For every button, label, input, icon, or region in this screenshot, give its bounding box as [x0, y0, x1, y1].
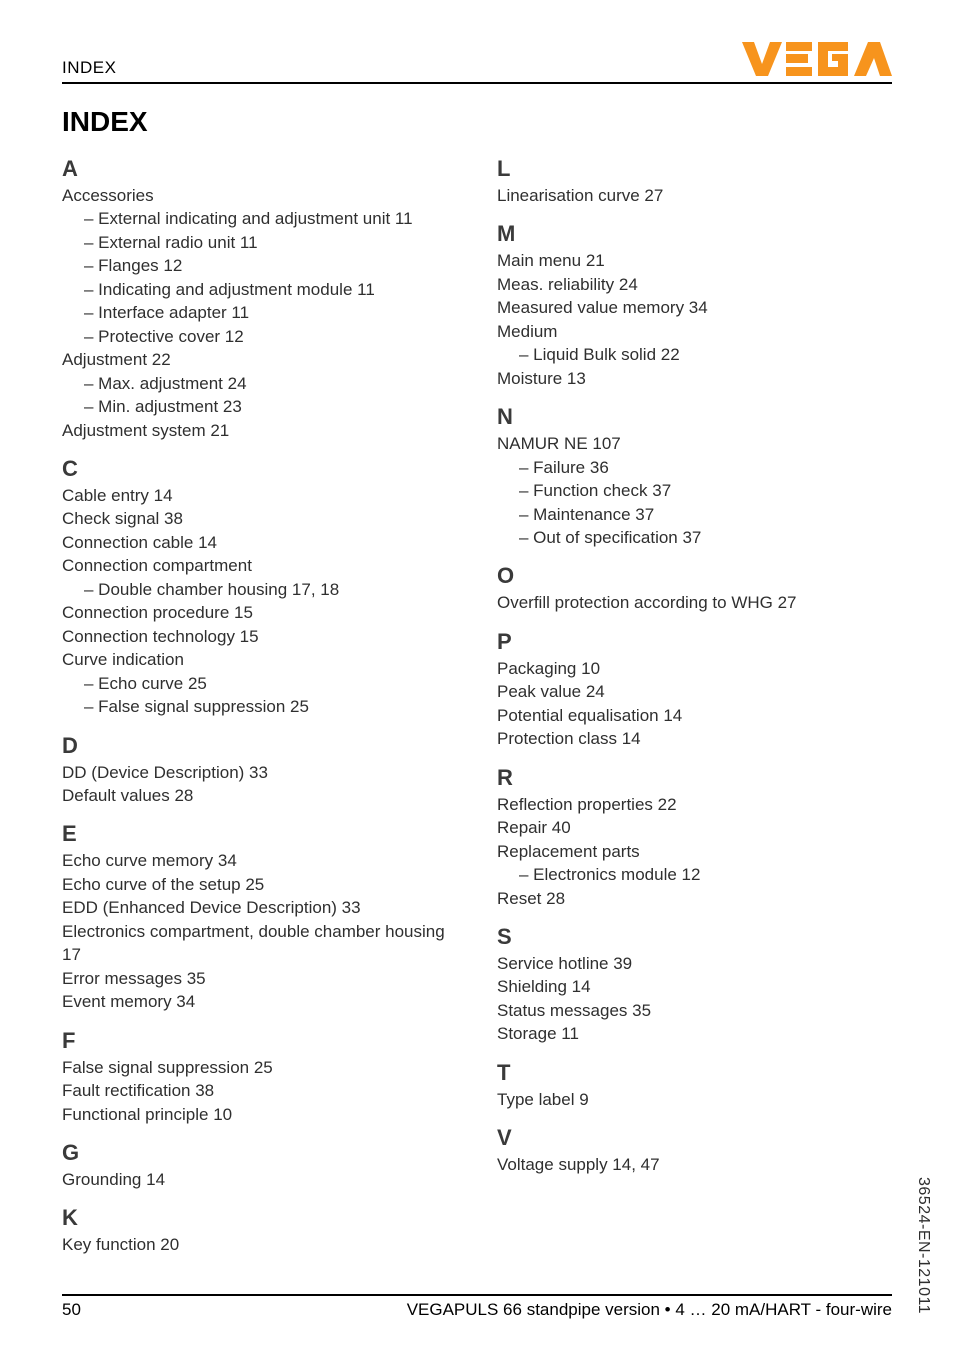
index-letter: R [497, 765, 892, 791]
index-entry: Repair 40 [497, 816, 892, 839]
index-entry: Moisture 13 [497, 367, 892, 390]
index-entry: Protection class 14 [497, 727, 892, 750]
index-letter: E [62, 821, 457, 847]
index-subentry: – Indicating and adjustment module 11 [62, 278, 457, 301]
index-letter: S [497, 924, 892, 950]
index-letter: A [62, 156, 457, 182]
index-entry: Connection compartment [62, 554, 457, 577]
index-entry: Accessories [62, 184, 457, 207]
index-column-right: LLinearisation curve 27MMain menu 21Meas… [497, 156, 892, 1257]
index-entry: Fault rectification 38 [62, 1079, 457, 1102]
index-entry: Main menu 21 [497, 249, 892, 272]
index-letter: M [497, 221, 892, 247]
index-entry: Shielding 14 [497, 975, 892, 998]
index-entry: Type label 9 [497, 1088, 892, 1111]
index-letter: G [62, 1140, 457, 1166]
index-subentry: – External radio unit 11 [62, 231, 457, 254]
index-entry: Curve indication [62, 648, 457, 671]
index-entry: Connection procedure 15 [62, 601, 457, 624]
index-entry: DD (Device Description) 33 [62, 761, 457, 784]
index-subentry: – Failure 36 [497, 456, 892, 479]
index-entry: Potential equalisation 14 [497, 704, 892, 727]
page-title: INDEX [62, 106, 892, 138]
index-subentry: – Interface adapter 11 [62, 301, 457, 324]
index-subentry: – Max. adjustment 24 [62, 372, 457, 395]
index-letter: C [62, 456, 457, 482]
index-entry: Peak value 24 [497, 680, 892, 703]
index-entry: Functional principle 10 [62, 1103, 457, 1126]
index-entry: False signal suppression 25 [62, 1056, 457, 1079]
index-entry: Overfill protection according to WHG 27 [497, 591, 892, 614]
index-subentry: – False signal suppression 25 [62, 695, 457, 718]
index-subentry: – Double chamber housing 17, 18 [62, 578, 457, 601]
index-entry: Electronics compartment, double chamber … [62, 920, 457, 967]
index-entry: Check signal 38 [62, 507, 457, 530]
index-entry: Replacement parts [497, 840, 892, 863]
index-subentry: – Function check 37 [497, 479, 892, 502]
index-entry: Linearisation curve 27 [497, 184, 892, 207]
index-letter: O [497, 563, 892, 589]
page-number: 50 [62, 1300, 81, 1320]
index-entry: NAMUR NE 107 [497, 432, 892, 455]
index-entry: Measured value memory 34 [497, 296, 892, 319]
index-entry: Error messages 35 [62, 967, 457, 990]
index-subentry: – Liquid Bulk solid 22 [497, 343, 892, 366]
index-letter: F [62, 1028, 457, 1054]
index-letter: V [497, 1125, 892, 1151]
index-letter: L [497, 156, 892, 182]
index-entry: Medium [497, 320, 892, 343]
index-entry: Packaging 10 [497, 657, 892, 680]
index-entry: Service hotline 39 [497, 952, 892, 975]
index-entry: Adjustment system 21 [62, 419, 457, 442]
index-entry: Meas. reliability 24 [497, 273, 892, 296]
running-head: INDEX [62, 58, 116, 78]
index-entry: Default values 28 [62, 784, 457, 807]
index-entry: Reflection properties 22 [497, 793, 892, 816]
index-letter: D [62, 733, 457, 759]
index-letter: N [497, 404, 892, 430]
index-subentry: – Min. adjustment 23 [62, 395, 457, 418]
index-subentry: – Flanges 12 [62, 254, 457, 277]
index-subentry: – Maintenance 37 [497, 503, 892, 526]
index-entry: Key function 20 [62, 1233, 457, 1256]
index-entry: Grounding 14 [62, 1168, 457, 1191]
index-subentry: – Electronics module 12 [497, 863, 892, 886]
index-entry: Cable entry 14 [62, 484, 457, 507]
index-subentry: – Protective cover 12 [62, 325, 457, 348]
index-subentry: – External indicating and adjustment uni… [62, 207, 457, 230]
vega-logo [742, 40, 892, 78]
index-entry: Adjustment 22 [62, 348, 457, 371]
index-subentry: – Echo curve 25 [62, 672, 457, 695]
index-entry: Echo curve memory 34 [62, 849, 457, 872]
index-entry: EDD (Enhanced Device Description) 33 [62, 896, 457, 919]
index-entry: Echo curve of the setup 25 [62, 873, 457, 896]
index-entry: Status messages 35 [497, 999, 892, 1022]
doc-id-vertical: 36524-EN-121011 [914, 1177, 932, 1314]
index-entry: Event memory 34 [62, 990, 457, 1013]
index-entry: Connection cable 14 [62, 531, 457, 554]
index-subentry: – Out of specification 37 [497, 526, 892, 549]
index-entry: Reset 28 [497, 887, 892, 910]
index-letter: T [497, 1060, 892, 1086]
index-letter: P [497, 629, 892, 655]
index-column-left: AAccessories– External indicating and ad… [62, 156, 457, 1257]
footer-product: VEGAPULS 66 standpipe version • 4 … 20 m… [407, 1300, 892, 1320]
index-entry: Storage 11 [497, 1022, 892, 1045]
index-entry: Connection technology 15 [62, 625, 457, 648]
index-entry: Voltage supply 14, 47 [497, 1153, 892, 1176]
index-letter: K [62, 1205, 457, 1231]
